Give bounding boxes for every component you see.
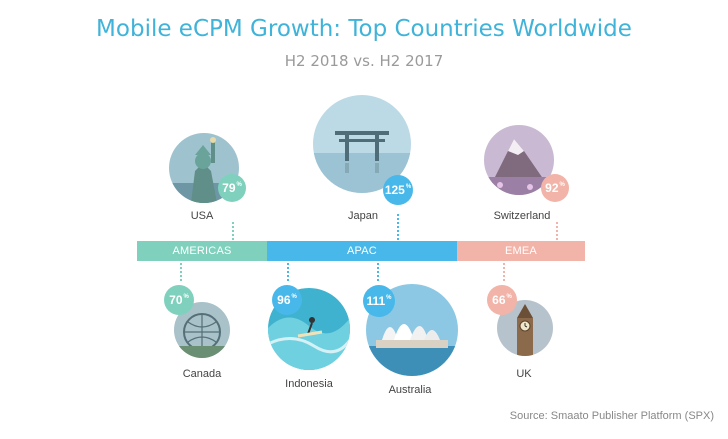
canada-growth-value: 70 <box>169 293 183 307</box>
australia-label: Australia <box>388 384 432 396</box>
connector-switzerland <box>556 222 558 240</box>
uk-growth-unit: % <box>506 294 512 300</box>
switzerland-growth-badge: 92% <box>541 174 569 202</box>
canada-label: Canada <box>182 368 222 380</box>
switzerland-label: Switzerland <box>493 210 551 222</box>
indonesia-growth-badge: 96% <box>272 285 302 315</box>
japan-growth-value: 125 <box>384 183 405 197</box>
switzerland-growth-unit: % <box>559 182 565 188</box>
canada-growth-unit: % <box>183 294 189 300</box>
connector-australia <box>377 263 379 281</box>
region-emea-label: EMEA <box>505 245 537 257</box>
chart-subtitle: H2 2018 vs. H2 2017 <box>284 52 444 70</box>
region-apac-label: APAC <box>347 245 377 257</box>
connector-usa <box>232 222 234 240</box>
canada-growth-badge: 70% <box>164 285 194 315</box>
switzerland-growth-value: 92 <box>545 181 559 195</box>
australia-growth-unit: % <box>386 295 392 301</box>
australia-growth-value: 111 <box>366 294 386 308</box>
japan-growth-badge: 125% <box>383 175 413 205</box>
indonesia-growth-unit: % <box>291 294 297 300</box>
torii-gate-icon <box>313 95 411 193</box>
region-americas: AMERICAS <box>137 241 267 261</box>
chart-title: Mobile eCPM Growth: Top Countries Worldw… <box>96 16 632 42</box>
usa-growth-value: 79 <box>222 181 236 195</box>
usa-growth-badge: 79% <box>218 174 246 202</box>
connector-uk <box>503 263 505 281</box>
indonesia-label: Indonesia <box>285 378 333 390</box>
usa-growth-unit: % <box>236 182 242 188</box>
uk-growth-badge: 66% <box>487 285 517 315</box>
indonesia-growth-value: 96 <box>277 293 291 307</box>
japan-growth-unit: % <box>405 184 412 190</box>
connector-indonesia <box>287 263 289 281</box>
uk-growth-value: 66 <box>492 293 506 307</box>
usa-label: USA <box>190 210 214 222</box>
uk-label: UK <box>516 368 532 380</box>
australia-growth-badge: 111% <box>363 285 395 317</box>
japan-label: Japan <box>348 210 378 222</box>
source-note: Source: Smaato Publisher Platform (SPX) <box>509 410 714 422</box>
region-apac: APAC <box>267 241 457 261</box>
japan-photo <box>313 95 411 193</box>
connector-canada <box>180 263 182 281</box>
region-emea: EMEA <box>457 241 585 261</box>
region-americas-label: AMERICAS <box>172 245 232 257</box>
connector-japan <box>397 214 399 240</box>
